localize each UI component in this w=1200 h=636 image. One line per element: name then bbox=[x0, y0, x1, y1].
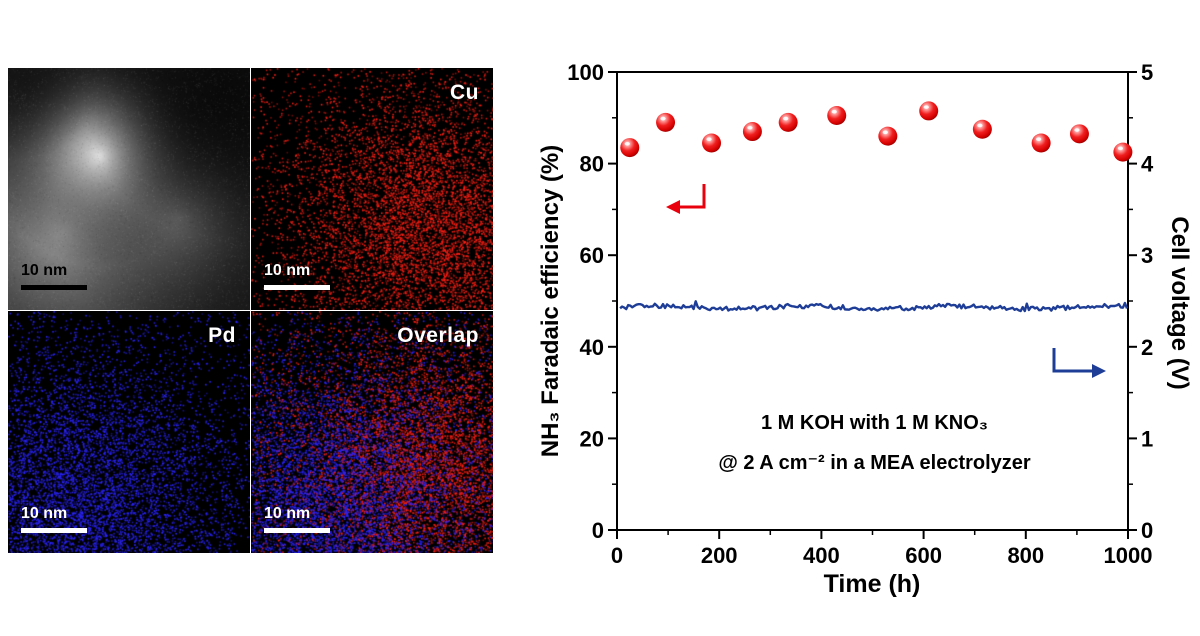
svg-text:0: 0 bbox=[592, 518, 604, 543]
svg-text:1000: 1000 bbox=[1104, 543, 1153, 568]
scale-label: 10 nm bbox=[21, 505, 68, 522]
scale-bar-line bbox=[21, 528, 87, 533]
left-axis-title: NH₃ Faradaic efficiency (%) bbox=[537, 144, 564, 458]
overlap-map-image bbox=[251, 311, 493, 553]
left-axis-arrow bbox=[680, 184, 706, 209]
right-axis-title: Cell voltage (V) bbox=[1166, 216, 1193, 390]
svg-text:20: 20 bbox=[580, 426, 604, 451]
scale-bar: 10 nm bbox=[21, 505, 87, 533]
cu-map-label: Cu bbox=[450, 81, 479, 104]
haadf-stem-image bbox=[8, 68, 250, 310]
svg-text:4: 4 bbox=[1141, 152, 1154, 177]
scale-bar: 10 nm bbox=[264, 505, 330, 533]
left-axis-arrowhead bbox=[666, 200, 680, 214]
pd-map-image bbox=[8, 311, 250, 553]
right-axis-arrow bbox=[1052, 348, 1092, 373]
scale-label: 10 nm bbox=[264, 505, 311, 522]
scale-bar-line bbox=[264, 285, 330, 290]
scale-bar: 10 nm bbox=[264, 262, 330, 290]
condition-annotation: @ 2 A cm⁻² in a MEA electrolyzer bbox=[718, 452, 1031, 474]
scale-bar-line bbox=[21, 285, 87, 290]
svg-text:3: 3 bbox=[1141, 243, 1153, 268]
svg-text:100: 100 bbox=[567, 60, 604, 85]
fe-points bbox=[620, 101, 1133, 162]
scale-label: 10 nm bbox=[264, 262, 311, 279]
cell-voltage-line bbox=[619, 300, 1129, 313]
svg-text:40: 40 bbox=[580, 335, 604, 360]
cu-map-panel: Cu 10 nm bbox=[251, 68, 493, 310]
svg-text:0: 0 bbox=[611, 543, 623, 568]
scale-label: 10 nm bbox=[21, 262, 68, 279]
pd-map-label: Pd bbox=[208, 324, 236, 347]
svg-text:0: 0 bbox=[1141, 518, 1153, 543]
right-axis-arrowhead bbox=[1092, 364, 1106, 378]
svg-text:60: 60 bbox=[580, 243, 604, 268]
overlap-map-panel: Overlap 10 nm bbox=[251, 311, 493, 553]
minor-ticks bbox=[612, 117, 1133, 535]
svg-text:200: 200 bbox=[701, 543, 738, 568]
major-ticks bbox=[608, 71, 1137, 539]
scale-bar-line bbox=[264, 528, 330, 533]
svg-text:80: 80 bbox=[580, 152, 604, 177]
x-axis-title: Time (h) bbox=[823, 570, 921, 598]
cu-map-image bbox=[251, 68, 493, 310]
svg-text:800: 800 bbox=[1007, 543, 1044, 568]
electrolyte-annotation: 1 M KOH with 1 M KNO₃ bbox=[760, 412, 989, 434]
svg-text:5: 5 bbox=[1141, 60, 1153, 85]
svg-text:400: 400 bbox=[803, 543, 840, 568]
overlap-map-label: Overlap bbox=[397, 324, 479, 347]
haadf-stem-panel: 10 nm bbox=[8, 68, 250, 310]
svg-text:2: 2 bbox=[1141, 335, 1153, 360]
scale-bar: 10 nm bbox=[21, 262, 87, 290]
svg-text:1: 1 bbox=[1141, 426, 1153, 451]
svg-text:600: 600 bbox=[905, 543, 942, 568]
pd-map-panel: Pd 10 nm bbox=[8, 311, 250, 553]
